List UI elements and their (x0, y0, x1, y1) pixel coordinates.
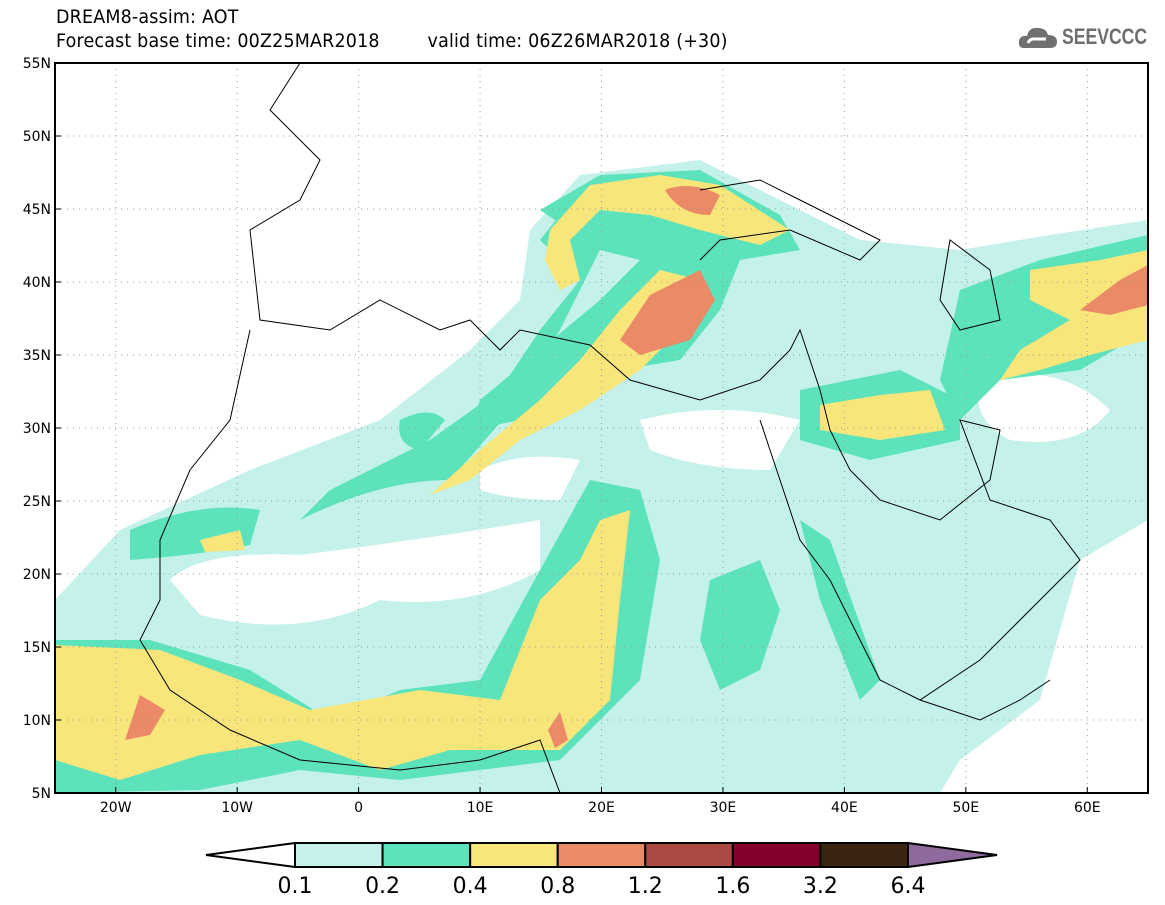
aot-below-0.1 (480, 456, 580, 500)
aot-contour-0.8 (665, 186, 720, 215)
lat-tick-label: 35N (23, 348, 51, 364)
lat-tick-label: 5N (32, 786, 51, 802)
lon-tick-label: 30E (710, 800, 737, 816)
colorbar-level-label: 0.8 (540, 874, 575, 899)
aot-contour-0.8 (548, 712, 568, 748)
aot-below-0.1 (978, 374, 1110, 442)
colorbar-level-label: 1.6 (715, 874, 750, 899)
aot-field (55, 120, 1148, 793)
aot-contour-0.1 (55, 160, 1148, 793)
colorbar-level-label: 6.4 (891, 874, 926, 899)
aot-contour-0.4 (55, 510, 630, 780)
lat-tick-label: 30N (23, 421, 51, 437)
lat-tick-label: 10N (23, 713, 51, 729)
lon-tick-label: 10W (221, 800, 253, 816)
colorbar-bin (294, 842, 384, 868)
aot-contour-0.2 (800, 520, 880, 700)
colorbar-bin (644, 842, 734, 868)
colorbar-level-label: 0.1 (278, 874, 313, 899)
lat-tick-label: 50N (23, 129, 51, 145)
colorbar-bin (381, 842, 472, 868)
aot-contour-0.2 (700, 560, 780, 690)
colorbar-bin (556, 842, 647, 868)
aot-contour-0.2 (399, 412, 445, 450)
aot-contour-0.4 (545, 175, 790, 290)
lon-tick-label: 50E (952, 800, 979, 816)
colorbar-level-label: 1.2 (628, 874, 663, 899)
coastlines (139, 63, 1081, 793)
base-time: Forecast base time: 00Z25MAR2018 (56, 30, 380, 52)
aot-below-0.1 (640, 410, 800, 470)
aot-below-0.1 (170, 520, 540, 625)
aot-contour-0.8 (125, 695, 165, 740)
aot-contour-0.4 (200, 530, 245, 552)
cloud-icon (1018, 27, 1057, 48)
valid-time: valid time: 06Z26MAR2018 (+30) (427, 30, 728, 52)
colorbar-over-triangle (907, 841, 998, 869)
lon-tick-label: 60E (1074, 800, 1101, 816)
lon-tick-label: 10E (467, 800, 494, 816)
lon-tick-label: 20E (588, 800, 615, 816)
colorbar-bin (731, 842, 822, 868)
lat-tick-label: 45N (23, 202, 51, 218)
colorbar: 0.1 0.2 0.4 0.8 1.2 1.6 3.2 6.4 (205, 841, 998, 899)
lat-tick-label: 40N (23, 275, 51, 291)
lon-tick-label: 20W (100, 800, 132, 816)
colorbar-level-label: 0.2 (365, 874, 400, 899)
lat-tick-label: 25N (23, 494, 51, 510)
aot-contour-0.8 (1080, 265, 1148, 315)
lon-tick-label: 0 (354, 800, 363, 816)
aot-contour-0.8 (620, 270, 715, 355)
aot-below-0.1 (1080, 120, 1148, 230)
colorbar-bin (469, 842, 559, 868)
colorbar-bin (819, 842, 910, 868)
map-title: DREAM8-assim: AOT (56, 6, 239, 28)
time-info: Forecast base time: 00Z25MAR2018 valid ti… (56, 30, 728, 52)
seevccc-logo: SEEVCCC (1018, 24, 1165, 50)
axis-ticks: 20W 10W 0 10E 20E 30E 40E 50E 60E 5N 10N 15N 20N 25N 3… (23, 56, 1101, 816)
lon-tick-label: 40E (831, 800, 858, 816)
lat-tick-label: 15N (23, 640, 51, 656)
lat-tick-label: 55N (23, 56, 51, 72)
lat-tick-label: 20N (23, 567, 51, 583)
logo-text: SEEVCCC (1062, 24, 1148, 49)
colorbar-under-triangle (205, 841, 296, 869)
colorbar-level-label: 0.4 (453, 874, 488, 899)
colorbar-level-label: 3.2 (803, 874, 838, 899)
